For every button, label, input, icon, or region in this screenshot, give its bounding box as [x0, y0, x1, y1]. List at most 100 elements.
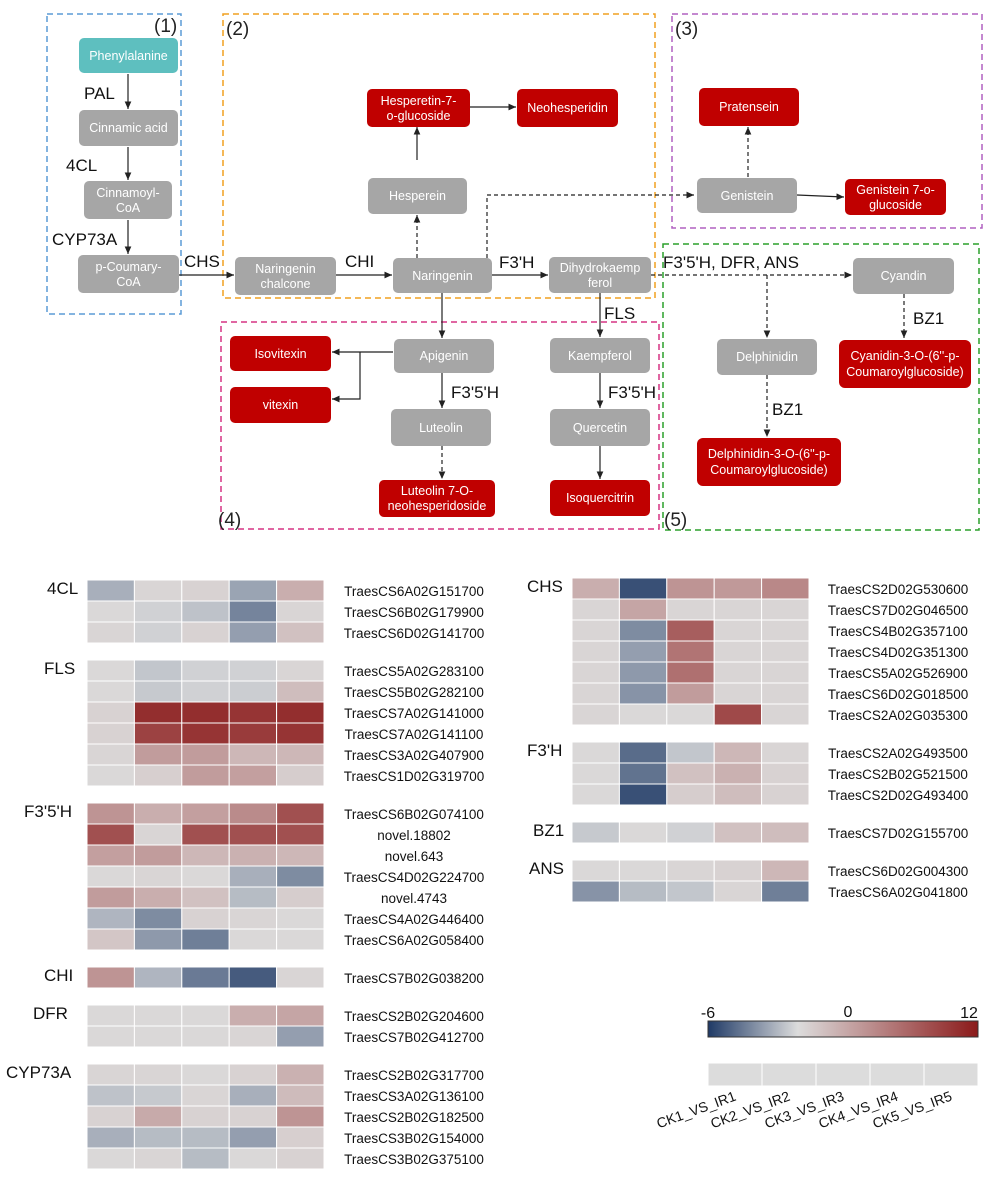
enzyme-f3h: F3'H [499, 253, 534, 272]
section-label-4: (4) [218, 510, 241, 531]
heatmap-cell [761, 703, 810, 726]
heatmap-cell [228, 743, 278, 766]
heatmap-cell [86, 722, 135, 745]
heatmap-cell [181, 1084, 230, 1107]
heatmap-cell [86, 743, 135, 766]
heatmap-cell [761, 598, 810, 621]
heatmap-cell [761, 859, 810, 882]
heatmap-cell [228, 600, 278, 623]
heatmap-cell [713, 682, 763, 705]
enzyme-4cl: 4CL [66, 156, 97, 175]
node-luteolin-glucoside: Luteolin 7-O- neohesperidoside [379, 480, 495, 517]
heatmap-cell [666, 762, 715, 785]
gene-label: TraesCS3B02G154000 [344, 1131, 484, 1146]
heatmap-cell [713, 598, 763, 621]
heatmap-cell [228, 1063, 278, 1086]
heatmap-cell [666, 682, 715, 705]
heatmap-cell [181, 844, 230, 867]
heatmap-cell [761, 762, 810, 785]
node-genistein-label: Genistein [721, 189, 774, 203]
gene-label: TraesCS3B02G375100 [344, 1152, 484, 1167]
node-naringenin-label: Naringenin [412, 269, 473, 283]
node-kaempferol-label: Kaempferol [568, 349, 632, 363]
heatmap-cell [571, 619, 620, 642]
section-label-3: (3) [675, 19, 698, 40]
node-p-coumaryl-coa-l2: CoA [116, 275, 141, 289]
arrow-nar-gen [486, 191, 694, 258]
heatmap-cell [133, 1084, 183, 1107]
heatmap-cell [181, 1105, 230, 1128]
node-genistein-glucoside-l1: Genistein 7-o- [856, 183, 935, 197]
heatmap-cell [228, 823, 278, 846]
heatmap-cell [276, 1063, 325, 1086]
node-quercetin-label: Quercetin [573, 421, 627, 435]
group-label-fls: FLS [44, 659, 75, 678]
heatmap-cell [86, 1084, 135, 1107]
color-scale: -6 0 12 [701, 1004, 979, 1038]
section-label-2: (2) [226, 19, 249, 40]
heatmap-cell [228, 966, 278, 989]
heatmap-cell [276, 823, 325, 846]
enzyme-cyp73a: CYP73A [52, 230, 118, 249]
node-isovitexin-label: Isovitexin [254, 347, 306, 361]
heatmap-cell [666, 880, 715, 903]
heatmap-cell [181, 1004, 230, 1027]
heatmap-cell [133, 1126, 183, 1149]
heatmap-cell [228, 1084, 278, 1107]
node-delphinidin-glucoside-l2: Coumaroylglucoside) [710, 463, 827, 477]
heatmap-cell [276, 764, 325, 787]
heatmap-cell [133, 743, 183, 766]
heatmap-cell [133, 966, 183, 989]
heatmap-cell [713, 640, 763, 663]
heatmap-cell [276, 1126, 325, 1149]
heatmap-cell [228, 928, 278, 951]
heatmap-cell [181, 1126, 230, 1149]
enzyme-f35h-dfr-ans: F3'5'H, DFR, ANS [663, 253, 799, 272]
node-dihydrokaempferol: Dihydrokaemp ferol [549, 257, 651, 293]
node-p-coumaryl-coa: p-Coumary- CoA [78, 255, 179, 293]
node-luteolin-glucoside-l1: Luteolin 7-O- [401, 484, 473, 498]
node-p-coumaryl-coa-l1: p-Coumary- [96, 260, 162, 274]
node-naringenin-chalcone: Naringenin chalcone [235, 257, 336, 295]
heatmap-cell [228, 1105, 278, 1128]
node-delphinidin-label: Delphinidin [736, 350, 798, 364]
heatmap-cell [181, 743, 230, 766]
heatmap-cell [86, 844, 135, 867]
node-cinnamoyl-coa: Cinnamoyl- CoA [84, 181, 172, 219]
node-cyandin-label: Cyandin [881, 269, 927, 283]
gene-label: TraesCS3A02G407900 [344, 748, 484, 763]
heatmap-cell [133, 659, 183, 682]
node-hesperein-label: Hesperein [389, 189, 446, 203]
heatmap-cell [666, 598, 715, 621]
gene-label: TraesCS7A02G141000 [344, 706, 484, 721]
arrow-api-vit [332, 352, 361, 403]
heatmap-cell [181, 579, 230, 602]
heatmap-cell [86, 1063, 135, 1086]
heatmap-cell [181, 1025, 230, 1048]
heatmap-cell [276, 1084, 325, 1107]
node-delphinidin-glucoside: Delphinidin-3-O-(6''-p- Coumaroylglucosi… [697, 438, 841, 486]
group-label-chs: CHS [527, 577, 563, 596]
heatmap-cell [666, 640, 715, 663]
column-legend-cell [815, 1062, 871, 1087]
gene-label: novel.643 [385, 849, 444, 864]
node-naringenin-chalcone-l2: chalcone [260, 277, 310, 291]
heatmap-cell [276, 579, 325, 602]
heatmap-cell [86, 907, 135, 930]
group-label-f3-5-h: F3'5'H [24, 802, 72, 821]
heatmap-cell [133, 701, 183, 724]
heatmap-cell [181, 764, 230, 787]
heatmap-cell [228, 659, 278, 682]
node-dihydrokaempferol-l2: ferol [588, 276, 612, 290]
heatmap-cell [228, 1025, 278, 1048]
heatmap-cell [713, 821, 763, 844]
heatmap-cell [276, 680, 325, 703]
heatmap-cell [276, 701, 325, 724]
node-hesperetin-glucoside-l2: o-glucoside [387, 109, 451, 123]
heatmap-cell [181, 823, 230, 846]
heatmap-cell [86, 600, 135, 623]
node-genistein-glucoside: Genistein 7-o- glucoside [845, 179, 946, 215]
gene-label: TraesCS6D02G018500 [828, 687, 969, 702]
heatmap-cell [618, 640, 668, 663]
